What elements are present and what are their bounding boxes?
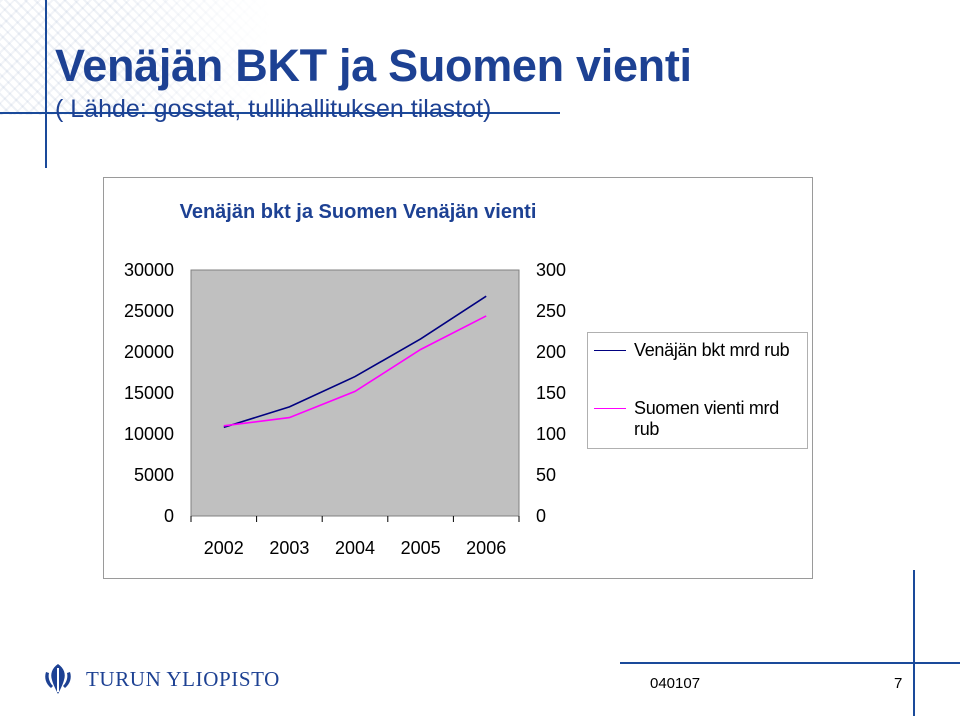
right-axis: 0 50 100 150 200 250 300 — [536, 260, 566, 526]
left-tick-label: 30000 — [124, 260, 174, 280]
decorative-rule-vertical — [45, 0, 47, 168]
chart-container: Venäjän bkt ja Suomen Venäjän vienti 0 50… — [103, 177, 813, 579]
legend-swatch-vienti — [594, 408, 626, 409]
right-tick-label: 0 — [536, 506, 546, 526]
decorative-rule-horizontal-bottom — [620, 662, 960, 664]
left-tick-label: 10000 — [124, 424, 174, 444]
legend-swatch-bkt — [594, 350, 626, 351]
left-axis: 0 5000 10000 15000 20000 25000 30000 — [124, 260, 174, 526]
series-line-vienti — [223, 315, 487, 427]
chart-title: Venäjän bkt ja Suomen Venäjän vienti — [180, 201, 537, 223]
slide-subtitle: ( Lähde: gosstat, tullihallituksen tilas… — [55, 95, 492, 123]
university-logo: TURUN YLIOPISTO — [42, 662, 280, 696]
line-chart: Venäjän bkt ja Suomen Venäjän vienti 0 50… — [124, 201, 566, 558]
x-tick-label: 2005 — [401, 538, 441, 558]
right-tick-label: 100 — [536, 424, 566, 444]
slide-title: Venäjän BKT ja Suomen vienti — [55, 40, 692, 91]
right-tick-label: 300 — [536, 260, 566, 280]
left-tick-label: 15000 — [124, 383, 174, 403]
decorative-rule-vertical-bottom — [913, 570, 915, 716]
legend-item-vienti: Suomen vienti mrd rub — [594, 398, 794, 440]
left-tick-label: 0 — [164, 506, 174, 526]
footer-date: 040107 — [650, 675, 701, 692]
x-tick-label: 2004 — [335, 538, 375, 558]
right-tick-label: 250 — [536, 301, 566, 321]
chart-legend: Venäjän bkt mrd rub Suomen vienti mrd ru… — [587, 332, 808, 449]
right-tick-label: 150 — [536, 383, 566, 403]
x-tick-label: 2006 — [466, 538, 506, 558]
legend-label-vienti: Suomen vienti mrd rub — [634, 398, 779, 439]
x-tick-label: 2002 — [204, 538, 244, 558]
left-tick-label: 25000 — [124, 301, 174, 321]
x-tick-label: 2003 — [269, 538, 309, 558]
decorative-rule-horizontal — [0, 112, 560, 114]
legend-label-bkt: Venäjän bkt mrd rub — [634, 340, 790, 360]
right-tick-label: 200 — [536, 342, 566, 362]
left-tick-label: 20000 — [124, 342, 174, 362]
right-tick-label: 50 — [536, 465, 556, 485]
logo-text: TURUN YLIOPISTO — [86, 666, 280, 691]
series-line-bkt — [223, 295, 487, 429]
x-axis: 2002 2003 2004 2005 2006 — [190, 516, 520, 558]
left-tick-label: 5000 — [134, 465, 174, 485]
university-emblem-icon — [45, 664, 71, 694]
legend-item-bkt: Venäjän bkt mrd rub — [594, 340, 794, 361]
page-number: 7 — [894, 675, 903, 692]
